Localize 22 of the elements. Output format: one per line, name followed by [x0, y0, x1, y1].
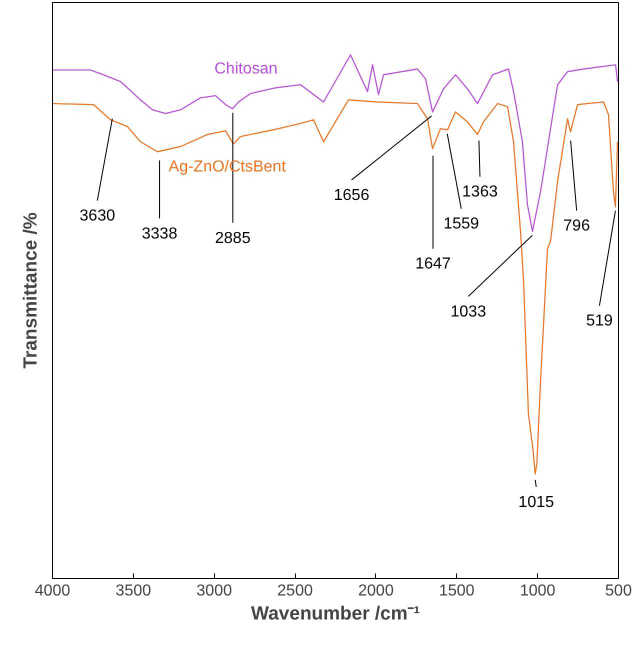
x-tick-label: 1500	[438, 582, 475, 600]
annotation: 1033	[450, 303, 486, 320]
series-label: Chitosan	[214, 60, 278, 78]
annotation: 1656	[334, 186, 370, 204]
x-tick-label: 4000	[34, 582, 70, 600]
annotation: 519	[586, 312, 613, 330]
x-tick-label: 1000	[520, 582, 556, 600]
annotation: 796	[563, 218, 590, 235]
annotation: 1647	[415, 256, 451, 273]
x-tick-label: 500	[605, 582, 632, 600]
annotation: 1559	[443, 216, 480, 233]
x-tick-label: 3000	[196, 582, 232, 600]
annotation: 2885	[215, 230, 251, 247]
annotation: 3630	[80, 208, 116, 225]
annotation: 1363	[462, 184, 498, 201]
x-tick-label: 2000	[358, 582, 394, 600]
annotation: 1015	[518, 494, 554, 511]
annotation: 3338	[142, 225, 178, 242]
x-tick-label: 3500	[116, 582, 152, 600]
x-axis-title: Wavenumber /cm⁻¹	[251, 604, 420, 624]
y-axis-title: Transmittance /%	[20, 212, 42, 369]
x-tick-label: 2500	[277, 582, 313, 600]
